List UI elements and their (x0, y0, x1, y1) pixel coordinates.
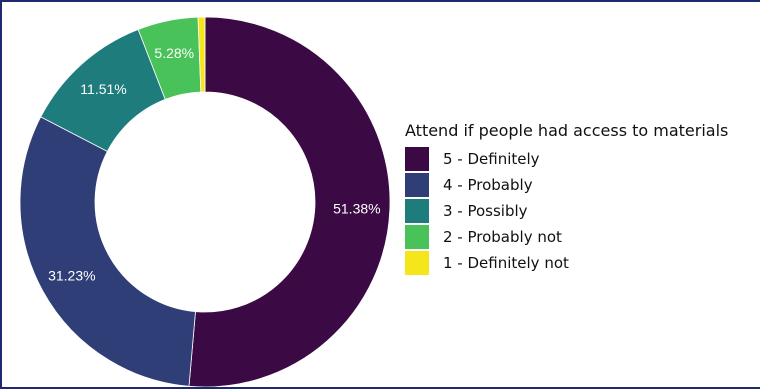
slice-probably (19, 116, 196, 387)
legend-swatch-probably (405, 173, 429, 197)
slice-label-definitely: 51.38% (333, 201, 380, 217)
legend-label-possibly: 3 - Possibly (443, 202, 528, 220)
legend-item-definitely: 5 - Definitely (405, 146, 728, 172)
legend-label-definitely: 5 - Definitely (443, 150, 540, 168)
legend-item-probably-not: 2 - Probably not (405, 224, 728, 250)
legend-item-possibly: 3 - Possibly (405, 198, 728, 224)
slice-label-probably: 31.23% (48, 267, 95, 283)
legend: Attend if people had access to materials… (405, 121, 728, 276)
legend-title: Attend if people had access to materials (405, 121, 729, 140)
slice-definitely (188, 16, 391, 387)
legend-label-probably: 4 - Probably (443, 176, 533, 194)
slice-label-probably-not: 5.28% (154, 45, 194, 61)
donut-slices (19, 16, 391, 387)
slice-definitely-not (197, 16, 206, 93)
legend-swatch-definitely (405, 147, 429, 171)
donut-slice-labels: 51.38% 31.23% 11.51% 5.28% (48, 45, 381, 283)
legend-label-probably-not: 2 - Probably not (443, 228, 562, 246)
slice-label-possibly: 11.51% (80, 81, 126, 97)
legend-swatch-probably-not (405, 225, 429, 249)
legend-item-probably: 4 - Probably (405, 172, 728, 198)
legend-item-definitely-not: 1 - Definitely not (405, 250, 728, 276)
legend-swatch-possibly (405, 199, 429, 223)
legend-swatch-definitely-not (405, 251, 429, 275)
legend-label-definitely-not: 1 - Definitely not (443, 254, 569, 272)
